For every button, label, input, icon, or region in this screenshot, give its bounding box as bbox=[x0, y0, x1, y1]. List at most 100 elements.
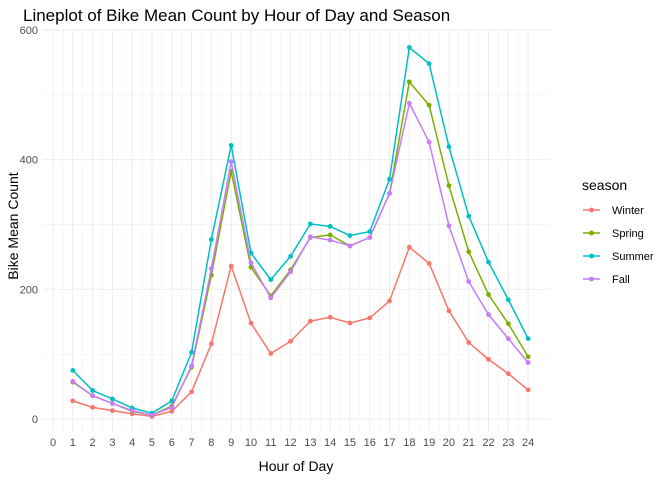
x-tick-label: 12 bbox=[284, 437, 296, 449]
legend-label-fall: Fall bbox=[612, 274, 630, 286]
data-point-summer bbox=[367, 229, 373, 235]
series-line-winter bbox=[72, 246, 529, 418]
data-point-fall bbox=[327, 237, 333, 243]
legend: season Winter Spring Summer Fall bbox=[582, 177, 654, 286]
data-point-spring bbox=[525, 354, 531, 360]
y-tick-label: 200 bbox=[20, 284, 38, 296]
data-point-summer bbox=[169, 398, 175, 404]
data-point-spring bbox=[505, 321, 511, 327]
x-tick-label: 6 bbox=[169, 437, 175, 449]
x-tick-label: 14 bbox=[324, 437, 336, 449]
x-tick-label: 24 bbox=[522, 437, 534, 449]
chart-title: Lineplot of Bike Mean Count by Hour of D… bbox=[23, 6, 450, 25]
y-axis-title: Bike Mean Count bbox=[5, 172, 21, 280]
data-point-winter bbox=[387, 298, 392, 304]
data-point-winter bbox=[307, 318, 313, 324]
series-line-summer bbox=[72, 46, 529, 414]
data-point-summer bbox=[70, 368, 76, 373]
data-point-summer bbox=[228, 143, 234, 148]
x-tick-label: 3 bbox=[109, 437, 115, 449]
data-point-spring bbox=[486, 292, 491, 297]
legend-key-point-fall bbox=[589, 276, 594, 282]
data-point-winter bbox=[109, 408, 115, 414]
data-point-fall bbox=[169, 404, 175, 410]
series-line-fall bbox=[72, 102, 529, 416]
x-tick-label: 18 bbox=[403, 437, 415, 449]
data-point-fall bbox=[228, 159, 234, 165]
data-point-winter bbox=[367, 315, 373, 321]
data-point-fall bbox=[347, 243, 353, 249]
data-point-fall bbox=[466, 279, 472, 284]
data-point-summer bbox=[387, 176, 392, 182]
data-point-spring bbox=[327, 232, 333, 238]
x-tick-label: 22 bbox=[482, 437, 494, 449]
data-point-winter bbox=[288, 338, 293, 344]
x-axis-title: Hour of Day bbox=[259, 458, 334, 474]
data-point-winter bbox=[525, 387, 531, 393]
data-point-fall bbox=[426, 139, 432, 145]
data-point-winter bbox=[228, 263, 234, 269]
x-tick-label: 13 bbox=[304, 437, 316, 449]
data-point-fall bbox=[288, 269, 293, 275]
data-point-winter bbox=[208, 341, 214, 347]
x-tick-label: 17 bbox=[383, 437, 395, 449]
data-point-summer bbox=[426, 61, 432, 67]
x-tick-label: 8 bbox=[208, 437, 214, 449]
y-axis-ticks: 0 200 400 600 bbox=[20, 25, 38, 426]
data-point-fall bbox=[446, 223, 452, 229]
data-point-winter bbox=[426, 261, 432, 266]
data-point-summer bbox=[288, 253, 293, 259]
x-tick-label: 0 bbox=[50, 437, 56, 449]
x-tick-label: 21 bbox=[463, 437, 475, 449]
minor-gridlines bbox=[43, 30, 550, 432]
x-tick-label: 4 bbox=[129, 437, 135, 449]
legend-label-spring: Spring bbox=[612, 228, 644, 240]
data-point-summer bbox=[189, 349, 194, 355]
data-point-fall bbox=[109, 401, 115, 406]
data-point-fall bbox=[367, 235, 373, 240]
x-tick-label: 11 bbox=[265, 437, 276, 449]
data-point-spring bbox=[466, 249, 472, 255]
data-point-winter bbox=[189, 389, 194, 395]
data-point-spring bbox=[406, 79, 412, 85]
x-tick-label: 23 bbox=[502, 437, 514, 449]
x-axis-ticks: 0 1 2 3 4 5 6 7 8 9 10 11 12 13 14 15 16 17 18 19 20 21 22 23 24 bbox=[50, 437, 534, 449]
data-point-summer bbox=[109, 396, 115, 402]
data-point-fall bbox=[129, 408, 135, 414]
data-point-winter bbox=[466, 340, 472, 345]
data-point-winter bbox=[505, 371, 511, 377]
data-point-fall bbox=[505, 336, 511, 342]
data-point-summer bbox=[466, 213, 472, 219]
y-tick-label: 600 bbox=[20, 25, 38, 37]
data-point-fall bbox=[70, 379, 76, 384]
y-tick-label: 400 bbox=[20, 155, 38, 167]
data-point-spring bbox=[426, 102, 432, 108]
legend-key-point-summer bbox=[589, 253, 594, 259]
legend-key-point-winter bbox=[589, 207, 594, 213]
x-tick-label: 15 bbox=[344, 437, 356, 449]
data-point-summer bbox=[486, 259, 491, 265]
x-tick-label: 20 bbox=[443, 437, 455, 449]
data-point-winter bbox=[70, 398, 76, 404]
data-point-summer bbox=[505, 297, 511, 303]
data-point-summer bbox=[327, 224, 333, 229]
data-point-summer bbox=[307, 221, 313, 227]
x-tick-label: 5 bbox=[149, 437, 155, 449]
data-point-winter bbox=[486, 356, 491, 362]
data-point-winter bbox=[327, 314, 333, 320]
data-point-fall bbox=[208, 266, 214, 272]
series-layer bbox=[70, 45, 531, 419]
x-tick-label: 19 bbox=[423, 437, 435, 449]
legend-key-point-spring bbox=[589, 230, 594, 236]
data-point-summer bbox=[347, 233, 353, 238]
major-gridlines bbox=[43, 29, 550, 432]
data-point-summer bbox=[90, 388, 95, 393]
x-tick-label: 1 bbox=[70, 437, 76, 449]
data-point-summer bbox=[446, 144, 452, 150]
data-point-winter bbox=[446, 308, 452, 314]
data-point-fall bbox=[486, 312, 491, 318]
data-point-fall bbox=[525, 360, 531, 366]
data-point-fall bbox=[189, 363, 194, 369]
x-tick-label: 2 bbox=[90, 437, 96, 449]
